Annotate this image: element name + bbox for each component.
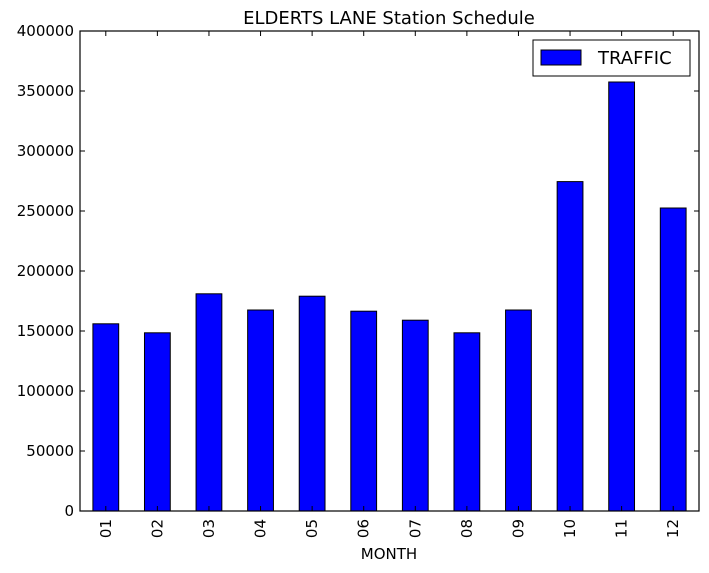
chart-title: ELDERTS LANE Station Schedule — [243, 8, 535, 29]
x-tick-label: 04 — [252, 519, 270, 538]
y-tick-label: 300000 — [17, 142, 74, 160]
x-axis: 01 02 03 04 05 06 07 08 09 10 11 12 — [97, 31, 682, 538]
bar-08 — [453, 332, 481, 512]
bar-04 — [247, 309, 274, 512]
x-tick-label: 09 — [509, 519, 527, 538]
legend-label-traffic: TRAFFIC — [597, 48, 672, 69]
y-tick-label: 400000 — [17, 22, 74, 40]
x-tick-label: 10 — [561, 519, 579, 538]
bar-02 — [143, 332, 171, 512]
x-axis-label: MONTH — [361, 545, 417, 563]
x-tick-label: 01 — [97, 519, 115, 538]
y-tick-label: 200000 — [17, 262, 74, 280]
y-axis: 0 50000 100000 150000 200000 250000 300000 3500… — [17, 22, 699, 520]
bar-01 — [92, 323, 120, 512]
y-tick-label: 50000 — [26, 442, 74, 460]
y-tick-label: 0 — [64, 502, 74, 520]
y-tick-label: 350000 — [17, 82, 74, 100]
y-tick-label: 250000 — [17, 202, 74, 220]
bars-group — [92, 81, 687, 512]
x-tick-label: 06 — [355, 519, 373, 538]
x-tick-label: 11 — [613, 519, 631, 538]
y-tick-label: 150000 — [17, 322, 74, 340]
legend-swatch-traffic — [540, 49, 582, 66]
bar-03 — [195, 293, 223, 512]
plot-frame — [79, 30, 700, 512]
x-tick-label: 12 — [664, 519, 682, 538]
bar-10 — [556, 181, 584, 512]
bar-05 — [298, 295, 326, 512]
x-tick-label: 05 — [303, 519, 321, 538]
bar-06 — [350, 310, 378, 512]
y-tick-label: 100000 — [17, 382, 74, 400]
bar-07 — [401, 319, 429, 512]
bar-12 — [659, 207, 687, 512]
x-tick-label: 08 — [458, 519, 476, 538]
legend: TRAFFIC — [532, 39, 691, 77]
x-tick-label: 03 — [200, 519, 218, 538]
x-tick-label: 07 — [406, 519, 424, 538]
x-tick-label: 02 — [148, 519, 166, 538]
bar-11 — [608, 81, 636, 512]
bar-09 — [505, 309, 532, 512]
